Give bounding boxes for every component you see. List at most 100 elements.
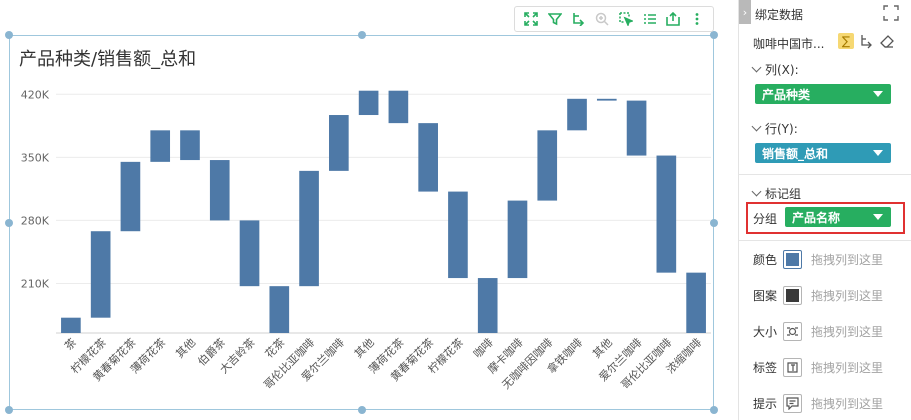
mark-label: 标签	[753, 360, 778, 375]
resize-handle-tl[interactable]	[5, 31, 13, 39]
mark-drop-hint[interactable]: 拖拽列到这里	[811, 396, 884, 411]
waterfall-bar	[150, 130, 171, 162]
waterfall-bar	[477, 278, 498, 333]
marks-section-header[interactable]: 标记组	[751, 185, 802, 202]
resize-handle-ml[interactable]	[5, 219, 13, 227]
mark-row-label[interactable]: 标签 拖拽列到这里	[753, 356, 883, 378]
group-label: 分组	[753, 212, 778, 226]
waterfall-bar	[209, 160, 230, 221]
waterfall-bar	[418, 123, 438, 192]
mark-drop-hint[interactable]: 拖拽列到这里	[811, 360, 884, 375]
dropdown-arrow-icon	[873, 214, 883, 220]
resize-handle-tc[interactable]	[358, 31, 366, 39]
y-tick-label: 280K	[21, 214, 50, 227]
y-tick-label: 420K	[21, 88, 50, 101]
waterfall-bar	[656, 155, 677, 273]
x-tick-label: 其他	[590, 336, 615, 361]
x-tick-label: 其他	[352, 336, 377, 361]
columns-field-label: 产品种类	[762, 87, 811, 102]
mark-drop-hint[interactable]: 拖拽列到这里	[811, 252, 884, 267]
marks-label: 标记组	[765, 187, 802, 201]
columns-field-pill[interactable]: 产品种类	[755, 84, 891, 104]
waterfall-bar	[626, 100, 647, 156]
waterfall-chart: 210K280K350K420K茶柠檬花茶黄春菊花茶薄荷花茶 其他伯爵茶大吉岭茶花…	[21, 88, 711, 392]
y-tick-label: 350K	[21, 151, 50, 164]
size-icon[interactable]	[783, 321, 802, 341]
rows-field-pill[interactable]: 销售额_总和	[755, 143, 891, 163]
chevron-down-icon	[751, 121, 762, 132]
waterfall-bar	[61, 317, 81, 333]
resize-handle-bc[interactable]	[358, 406, 366, 414]
waterfall-bar	[507, 200, 528, 279]
more-icon[interactable]	[687, 9, 707, 29]
zoom-icon[interactable]	[592, 9, 612, 29]
mark-drop-hint[interactable]: 拖拽列到这里	[811, 288, 884, 303]
chevron-down-icon	[751, 62, 762, 73]
waterfall-bar	[686, 272, 706, 333]
waterfall-bar	[537, 130, 558, 201]
list-icon[interactable]	[640, 9, 660, 29]
waterfall-bar	[269, 286, 290, 333]
waterfall-bar	[120, 161, 141, 232]
x-tick-label: 其他	[173, 336, 198, 361]
drill-icon[interactable]	[569, 9, 589, 29]
collapse-panel-button[interactable]: ›	[739, 0, 751, 24]
export-icon[interactable]	[664, 9, 684, 29]
mark-label: 提示	[753, 396, 778, 411]
waterfall-bar	[239, 220, 260, 287]
pattern-icon[interactable]	[783, 285, 802, 305]
mark-row-size[interactable]: 大小 拖拽列到这里	[753, 320, 883, 342]
label-icon[interactable]	[783, 357, 802, 377]
x-tick-label: 茶	[62, 336, 79, 353]
group-row-highlight	[746, 202, 905, 234]
x-tick-label: 咖啡	[470, 335, 495, 360]
waterfall-bar	[358, 90, 379, 116]
rows-section-header[interactable]: 行(Y):	[751, 120, 798, 137]
filter-icon[interactable]	[545, 9, 565, 29]
waterfall-bar	[388, 90, 409, 124]
columns-section-header[interactable]: 列(X):	[751, 61, 799, 78]
dataset-name[interactable]: 咖啡中国市...	[753, 37, 825, 51]
waterfall-bar	[567, 98, 587, 131]
x-tick-label: 花茶	[263, 336, 288, 361]
columns-label: 列(X):	[765, 63, 799, 77]
rows-label: 行(Y):	[765, 122, 798, 136]
chart-toolbar	[514, 6, 714, 32]
dropdown-arrow-icon	[873, 91, 883, 97]
resize-handle-bl[interactable]	[5, 406, 13, 414]
resize-handle-tr[interactable]	[710, 31, 718, 39]
sum-icon[interactable]: ∑	[838, 33, 854, 49]
waterfall-bar	[329, 115, 349, 171]
mark-label: 颜色	[753, 252, 778, 267]
waterfall-bar	[448, 191, 468, 279]
chevron-right-icon: ›	[742, 5, 748, 19]
group-field-pill[interactable]: 产品名称	[785, 207, 891, 227]
chart-title: 产品种类/销售额_总和	[19, 49, 197, 70]
select-icon[interactable]	[616, 9, 636, 29]
expand-icon[interactable]	[883, 5, 899, 21]
divider	[739, 174, 911, 175]
divider	[739, 240, 911, 241]
dropdown-arrow-icon	[873, 150, 883, 156]
data-binding-panel: › 绑定数据 咖啡中国市... ∑ 列(X): 产品种类	[738, 0, 911, 420]
color-swatch-icon[interactable]	[783, 249, 802, 269]
tooltip-icon[interactable]	[783, 393, 802, 413]
mark-label: 大小	[753, 324, 778, 339]
mark-drop-hint[interactable]: 拖拽列到这里	[811, 324, 884, 339]
waterfall-bar	[299, 170, 319, 287]
resize-handle-mr[interactable]	[710, 219, 718, 227]
mark-row-color[interactable]: 颜色 拖拽列到这里	[753, 248, 883, 270]
waterfall-bar	[90, 231, 111, 318]
mark-row-pattern[interactable]: 图案 拖拽列到这里	[753, 284, 883, 306]
group-field-label: 产品名称	[792, 210, 841, 225]
mark-row-tooltip[interactable]: 提示 拖拽列到这里	[753, 392, 883, 414]
resize-handle-br[interactable]	[710, 406, 718, 414]
eraser-icon[interactable]	[879, 33, 895, 49]
rows-field-label: 销售额_总和	[762, 146, 829, 161]
hierarchy-icon[interactable]	[859, 33, 875, 49]
mark-label: 图案	[753, 288, 778, 303]
y-tick-label: 210K	[21, 277, 50, 290]
panel-title: 绑定数据	[755, 8, 804, 22]
waterfall-bar	[180, 130, 200, 161]
fullscreen-icon[interactable]	[521, 9, 541, 29]
